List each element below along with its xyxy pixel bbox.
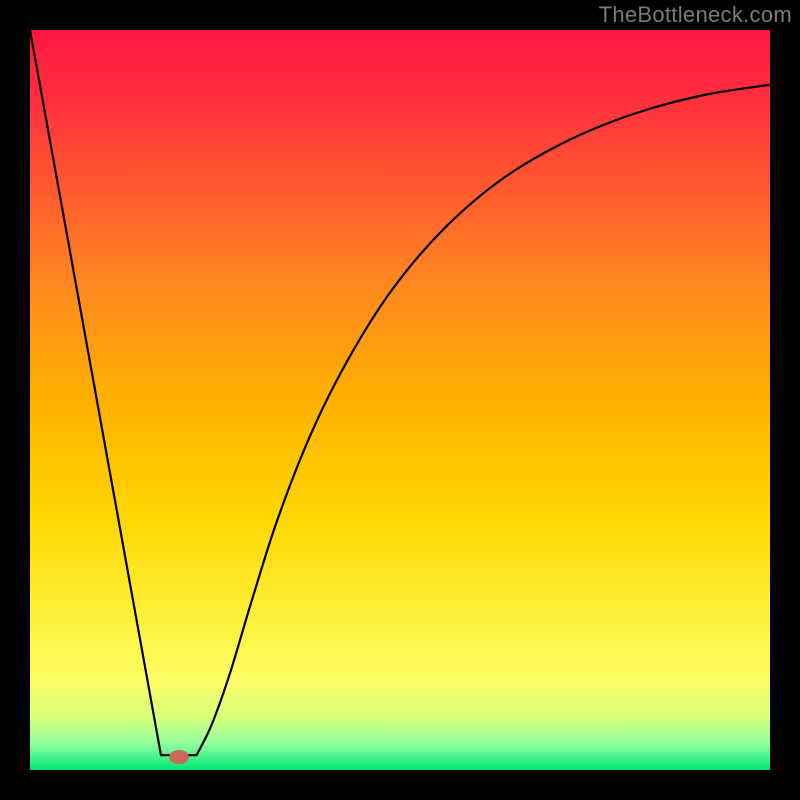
curve-svg: [30, 30, 770, 770]
highlight-marker: [169, 750, 189, 764]
watermark-text: TheBottleneck.com: [599, 2, 792, 28]
plot-area: [30, 30, 770, 770]
bottleneck-curve: [30, 30, 770, 755]
chart-container: TheBottleneck.com: [0, 0, 800, 800]
